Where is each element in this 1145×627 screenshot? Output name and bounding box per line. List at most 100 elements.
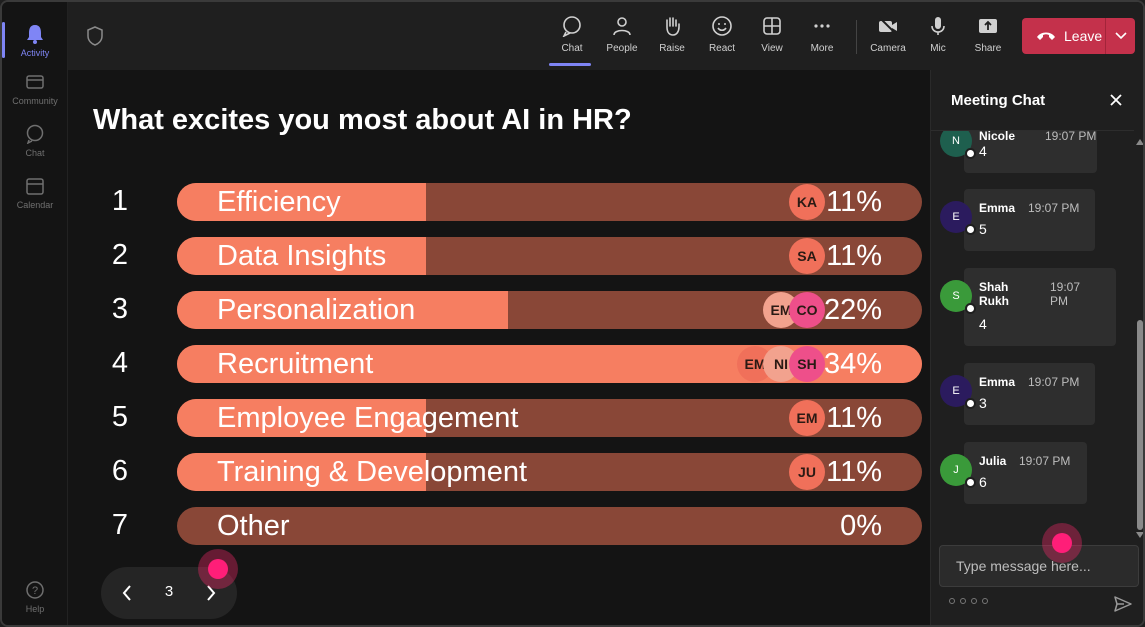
message-text: 5	[979, 221, 987, 237]
click-indicator	[198, 549, 238, 589]
camera-button[interactable]: Camera	[863, 10, 913, 66]
people-icon	[610, 14, 634, 38]
people-button-label: People	[606, 43, 638, 54]
option-label: Personalization	[217, 294, 416, 326]
message-text: 4	[979, 143, 987, 159]
rail-item-label: Chat	[25, 147, 45, 158]
option-percentage: 11%	[826, 402, 882, 434]
option-bar: Personalization EM CO 22%	[177, 291, 922, 329]
more-button[interactable]: More	[797, 10, 847, 66]
mic-button[interactable]: Mic	[913, 10, 963, 66]
message-author: Shah Rukh	[979, 280, 1009, 308]
community-icon	[24, 71, 46, 93]
message-time: 19:07 PM	[1019, 454, 1071, 468]
avatar: S	[940, 280, 976, 314]
poll-question: What excites you most about AI in HR?	[93, 104, 632, 136]
hand-icon	[660, 14, 684, 38]
option-number: 2	[111, 239, 129, 271]
poll-option[interactable]: 2 Data Insights SA 11%	[68, 237, 930, 275]
send-icon[interactable]	[1113, 594, 1133, 614]
message-text: 4	[979, 316, 987, 332]
option-percentage: 22%	[823, 294, 882, 326]
rail-item-community[interactable]: Community	[2, 62, 68, 114]
option-label: Other	[217, 510, 290, 542]
close-icon[interactable]	[1108, 92, 1124, 108]
poll-option[interactable]: 4 Recruitment EM NI SH 34%	[68, 345, 930, 383]
camera-off-icon	[876, 14, 900, 38]
voter-avatar: CO	[789, 292, 825, 328]
voter-avatar: SA	[789, 238, 825, 274]
rail-item-calendar[interactable]: Calendar	[2, 166, 68, 218]
people-button[interactable]: People	[597, 10, 647, 66]
share-button-label: Share	[974, 43, 1002, 54]
chat-button[interactable]: Chat	[547, 10, 597, 66]
poll-option[interactable]: 3 Personalization EM CO 22%	[68, 291, 930, 329]
option-number: 5	[111, 401, 129, 433]
option-percentage: 11%	[826, 240, 882, 272]
chevron-right-icon[interactable]	[199, 581, 223, 605]
message-text: 6	[979, 474, 987, 490]
phone-hangup-icon	[1036, 30, 1058, 42]
leave-button[interactable]: Leave	[1022, 18, 1135, 54]
rail-item-label: Calendar	[16, 199, 54, 210]
raise-hand-button[interactable]: Raise	[647, 10, 697, 66]
chat-button-label: Chat	[561, 43, 583, 54]
raise-hand-label: Raise	[659, 43, 685, 54]
chevron-left-icon[interactable]	[115, 581, 139, 605]
rail-item-activity[interactable]: Activity	[2, 14, 68, 66]
smiley-icon	[710, 14, 734, 38]
option-bar: Data Insights SA 11%	[177, 237, 922, 275]
option-label: Data Insights	[217, 240, 387, 272]
chevron-down-icon[interactable]	[1105, 18, 1135, 54]
chat-message-list[interactable]: Nicole 19:07 PM 4 N Emma 19:07 PM 5 E Sh…	[931, 130, 1135, 536]
message-time: 19:07 PM	[1028, 375, 1080, 389]
leave-label: Leave	[1064, 28, 1103, 44]
scrollbar-thumb[interactable]	[1137, 320, 1143, 530]
attach-icon[interactable]	[960, 598, 966, 604]
option-label: Training & Development	[217, 456, 528, 488]
rail-item-label: Community	[12, 95, 58, 106]
react-button[interactable]: React	[697, 10, 747, 66]
share-screen-icon	[976, 14, 1000, 38]
scroll-up-icon[interactable]	[1136, 132, 1143, 145]
rail-item-chat[interactable]: Chat	[2, 114, 68, 166]
option-bar: Training & Development JU 11%	[177, 453, 922, 491]
chat-scrollbar[interactable]	[1134, 130, 1143, 538]
option-bar: Other 0%	[177, 507, 922, 545]
gif-icon[interactable]	[982, 598, 988, 604]
avatar: E	[940, 201, 976, 235]
view-button[interactable]: View	[747, 10, 797, 66]
option-number: 6	[111, 455, 129, 487]
message-time: 19:07 PM	[1045, 130, 1097, 143]
poll-option[interactable]: 6 Training & Development JU 11%	[68, 453, 930, 491]
message-time: 19:07 PM	[1050, 280, 1081, 308]
poll-stage: What excites you most about AI in HR? 1 E…	[68, 70, 930, 625]
mic-button-label: Mic	[930, 43, 946, 54]
chat-message-input[interactable]	[939, 545, 1139, 587]
option-bar: Efficiency KA 11%	[177, 183, 922, 221]
toolbar-divider	[856, 20, 857, 54]
poll-option[interactable]: 7 Other 0%	[68, 507, 930, 545]
message-time: 19:07 PM	[1028, 201, 1080, 215]
scroll-down-icon[interactable]	[1136, 525, 1143, 538]
svg-text:?: ?	[32, 585, 38, 597]
rail-item-help[interactable]: ? Help	[2, 570, 68, 622]
option-percentage: 11%	[826, 186, 882, 218]
rail-item-label: Help	[25, 603, 45, 614]
emoji-icon[interactable]	[971, 598, 977, 604]
option-label: Employee Engagement	[217, 402, 519, 434]
share-button[interactable]: Share	[963, 10, 1013, 66]
option-number: 4	[111, 347, 129, 379]
poll-pager: 3	[101, 567, 237, 619]
voter-avatar: KA	[789, 184, 825, 220]
more-icon	[810, 14, 834, 38]
format-icon[interactable]	[949, 598, 955, 604]
more-button-label: More	[810, 43, 834, 54]
help-icon: ?	[24, 579, 46, 601]
poll-option[interactable]: 1 Efficiency KA 11%	[68, 183, 930, 221]
message-author: Emma	[979, 201, 1016, 215]
calendar-icon	[24, 175, 46, 197]
voter-avatar: EM	[789, 400, 825, 436]
voter-avatar: SH	[789, 346, 825, 382]
poll-option[interactable]: 5 Employee Engagement EM 11%	[68, 399, 930, 437]
